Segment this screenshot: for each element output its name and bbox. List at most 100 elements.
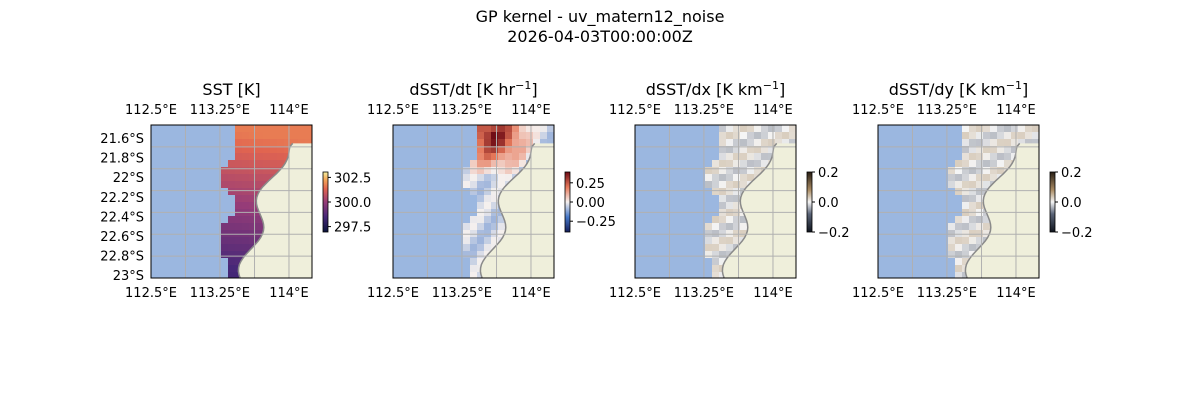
field-cell — [298, 125, 305, 132]
field-cell — [512, 132, 519, 139]
field-cell — [470, 174, 477, 181]
panel-title: dSST/dt [K hr−1] — [409, 79, 537, 99]
field-cell — [498, 125, 505, 132]
coastline — [479, 142, 536, 279]
field-cell — [221, 174, 228, 181]
field-cell — [997, 153, 1004, 160]
field-cell — [491, 167, 498, 174]
field-cell — [477, 195, 484, 202]
field-cell — [1011, 132, 1018, 139]
land-mass — [965, 143, 1039, 278]
field-cell — [477, 230, 484, 237]
field-cell — [976, 223, 983, 230]
field-cell — [470, 265, 477, 272]
field-cell — [976, 139, 983, 146]
field-cell — [228, 244, 235, 251]
field-cell — [505, 132, 512, 139]
field-cell — [997, 132, 1004, 139]
field-cell — [754, 153, 761, 160]
field-cell — [976, 146, 983, 153]
panel-title: SST [K] — [202, 80, 260, 99]
field-cell — [962, 251, 969, 258]
field-cell — [712, 230, 719, 237]
field-cell — [228, 188, 235, 195]
field-cell — [484, 125, 491, 132]
field-cell — [242, 195, 249, 202]
panel-3: dSST/dy [K km−1] 112.5°E 112.5°E 113.25°E 11… — [852, 79, 1093, 301]
field-cell — [228, 272, 235, 278]
field-cell — [305, 132, 312, 139]
field-cell — [228, 160, 235, 167]
field-cell — [990, 160, 997, 167]
field-cell — [242, 174, 249, 181]
field-cell — [491, 237, 498, 244]
x-tick-label-bottom: 113.25°E — [432, 286, 492, 301]
field-cell — [990, 153, 997, 160]
field-cell — [519, 132, 526, 139]
field-cell — [712, 188, 719, 195]
title-sup: −1 — [763, 79, 779, 92]
field-cell — [962, 230, 969, 237]
field-cell — [512, 125, 519, 132]
field-cell — [712, 272, 719, 278]
field-cell — [291, 139, 298, 146]
field-cell — [256, 125, 263, 132]
field-cell — [470, 244, 477, 251]
x-tick-label-bottom: 112.5°E — [609, 286, 661, 301]
field-cell — [235, 167, 242, 174]
field-cell — [1004, 139, 1011, 146]
field-cell — [782, 139, 789, 146]
field-cell — [512, 153, 519, 160]
field-cell — [491, 181, 498, 188]
field-cell — [498, 174, 505, 181]
field-cell — [484, 174, 491, 181]
field-cell — [719, 167, 726, 174]
field-cell — [719, 223, 726, 230]
field-cell — [1011, 146, 1018, 153]
field-cell — [235, 160, 242, 167]
field-cell — [740, 125, 747, 132]
field-cell — [726, 132, 733, 139]
field-cell — [983, 181, 990, 188]
field-cell — [955, 230, 962, 237]
field-cell — [990, 132, 997, 139]
field-cell — [726, 237, 733, 244]
field-cell — [484, 167, 491, 174]
field-cell — [298, 132, 305, 139]
x-tick-label-top: 113.25°E — [190, 103, 250, 118]
x-tick-label-top: 112.5°E — [125, 103, 177, 118]
x-tick-label-bottom: 113.25°E — [917, 286, 977, 301]
field-cell — [962, 223, 969, 230]
field-cell — [976, 202, 983, 209]
field-cell — [983, 174, 990, 181]
field-cell — [221, 167, 228, 174]
field-cell — [235, 153, 242, 160]
field-cell — [242, 188, 249, 195]
field-cell — [547, 132, 554, 139]
field-cell — [782, 132, 789, 139]
field-cell — [726, 153, 733, 160]
title-main: dSST/dy [K km — [889, 80, 1006, 99]
field-cell — [775, 125, 782, 132]
field-cell — [242, 125, 249, 132]
field-cell — [519, 139, 526, 146]
field-cell — [498, 223, 505, 230]
title-sup: −1 — [515, 79, 531, 92]
field-cell — [284, 125, 291, 132]
field-cell — [733, 230, 740, 237]
field-cell — [249, 188, 256, 195]
field-cell — [263, 132, 270, 139]
field-cell — [491, 188, 498, 195]
field-cell — [505, 125, 512, 132]
field-cell — [990, 174, 997, 181]
field-cell — [284, 139, 291, 146]
field-cell — [948, 244, 955, 251]
colorbar-tick-label: −0.25 — [576, 215, 616, 230]
field-cell — [719, 216, 726, 223]
field-cell — [761, 132, 768, 139]
field-cell — [242, 230, 249, 237]
axes-frame — [634, 124, 797, 279]
field-cell — [712, 258, 719, 265]
field-cell — [969, 174, 976, 181]
field-cell — [256, 132, 263, 139]
